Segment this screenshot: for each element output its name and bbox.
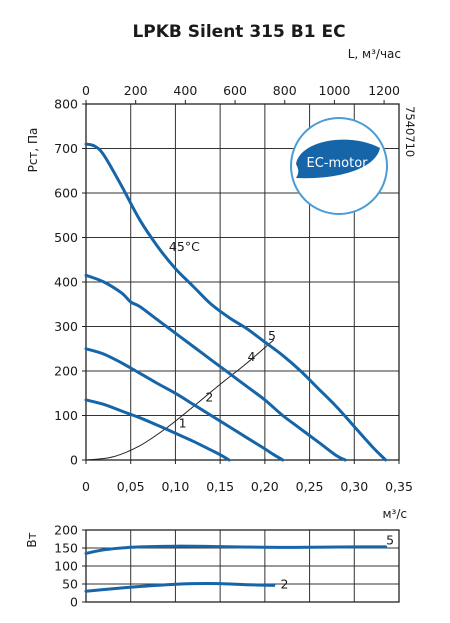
curve-label: 5 <box>268 328 276 343</box>
power-y-tick-label: 200 <box>54 523 78 538</box>
power-curve-labels: 52 <box>281 532 394 591</box>
curve-label: 1 <box>179 416 187 431</box>
y-tick-label: 500 <box>54 230 78 245</box>
power-grid <box>86 530 399 602</box>
curve-label: 2 <box>205 389 213 404</box>
y-tick-label: 800 <box>54 97 78 112</box>
power-y-tick-label: 100 <box>54 559 78 574</box>
power-y-axis-label: Вт <box>25 532 39 547</box>
pressure-curve-2 <box>84 347 285 462</box>
power-y-tick-label: 50 <box>62 577 78 592</box>
top-tick-label: 1200 <box>368 83 400 98</box>
x-tick-label: 0,30 <box>340 479 368 494</box>
y-tick-label: 600 <box>54 186 78 201</box>
power-y-axis-ticks: 0 50 100 150 200 <box>54 523 86 610</box>
y-tick-label: 200 <box>54 364 78 379</box>
ec-motor-badge: EC-motor <box>290 117 388 215</box>
pressure-curve-labels: 45°C 54 2 1 <box>169 239 276 431</box>
x-axis-ticks: 0 0,05 0,10 0,15 0,20 0,25 0,30 0,35 <box>82 460 413 494</box>
pressure-curve-5 <box>84 142 388 462</box>
top-tick-label: 800 <box>273 83 297 98</box>
y-tick-label: 300 <box>54 319 78 334</box>
x-tick-label: 0,10 <box>162 479 190 494</box>
y-axis-ticks: 0 100 200 300 400 500 600 700 800 <box>54 97 86 468</box>
pressure-curve-1 <box>84 398 231 462</box>
ec-badge-text: EC-motor <box>307 156 369 171</box>
product-code: 7540710 <box>403 106 417 157</box>
curve-label: 4 <box>247 349 255 364</box>
pressure-curve-4 <box>84 273 347 462</box>
system-curve <box>85 339 275 461</box>
top-tick-label: 1000 <box>319 83 351 98</box>
y-tick-label: 400 <box>54 275 78 290</box>
top-tick-label: 400 <box>173 83 197 98</box>
x-tick-label: 0,05 <box>117 479 145 494</box>
top-axis-ticks: 0 200 400 600 800 1000 1200 <box>82 83 400 104</box>
power-curve-label: 5 <box>386 532 394 547</box>
y-tick-label: 0 <box>70 453 78 468</box>
leaf-icon <box>296 139 380 179</box>
top-tick-label: 0 <box>82 83 90 98</box>
y-tick-label: 100 <box>54 408 78 423</box>
power-curve-5 <box>84 544 388 555</box>
x-tick-label: 0,35 <box>385 479 413 494</box>
curve-label: 45°C <box>169 239 200 254</box>
power-curve-2 <box>84 582 276 593</box>
top-axis-label: L, м³/час <box>348 47 401 61</box>
x-tick-label: 0 <box>82 479 90 494</box>
y-tick-label: 700 <box>54 141 78 156</box>
power-y-tick-label: 0 <box>70 595 78 610</box>
x-tick-label: 0,25 <box>296 479 324 494</box>
x-tick-label: 0,15 <box>206 479 234 494</box>
y-axis-label: Pст, Па <box>26 128 40 173</box>
top-tick-label: 200 <box>124 83 148 98</box>
pressure-series-group <box>84 142 388 462</box>
power-series-group <box>84 544 388 593</box>
power-curve-label: 2 <box>281 576 289 591</box>
chart-title: LPKB Silent 315 B1 EC <box>132 22 345 42</box>
x-axis-label: м³/с <box>382 507 407 521</box>
x-tick-label: 0,20 <box>251 479 279 494</box>
top-tick-label: 600 <box>223 83 247 98</box>
power-y-tick-label: 150 <box>54 541 78 556</box>
